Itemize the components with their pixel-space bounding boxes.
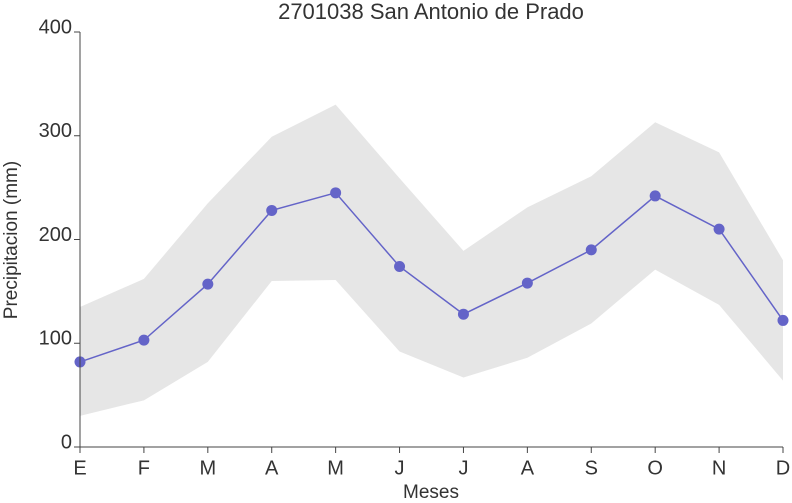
y-tick-label: 0: [61, 431, 72, 453]
line: [79, 191, 784, 363]
x-tick-label: J: [458, 457, 468, 479]
x-axis-label: Meses: [403, 482, 459, 503]
x-tick-label: S: [585, 457, 598, 479]
point: [394, 260, 406, 272]
point: [521, 277, 533, 289]
y-tick-label: 200: [39, 224, 72, 246]
y-tick-label: 400: [39, 16, 72, 38]
x-tick-label: F: [138, 457, 150, 479]
point: [777, 314, 789, 326]
point: [713, 223, 725, 235]
point: [585, 244, 597, 256]
x-tick-label: D: [776, 457, 790, 479]
x-tick-label: A: [521, 457, 535, 479]
band: [80, 104, 783, 416]
x-tick-label: E: [73, 457, 86, 479]
point: [138, 334, 150, 346]
x-tick-label: O: [647, 457, 663, 479]
x-tick-label: N: [712, 457, 726, 479]
y-tick-label: 100: [39, 328, 72, 350]
x-tick-label: A: [265, 457, 279, 479]
point: [457, 308, 469, 320]
point: [202, 278, 214, 290]
x-tick-label: M: [199, 457, 216, 479]
point: [330, 187, 342, 199]
x-tick-label: M: [327, 457, 344, 479]
chart-title: 2701038 San Antonio de Prado: [278, 0, 584, 24]
point: [649, 190, 661, 202]
y-axis-label: Precipitacion (mm): [1, 161, 22, 319]
x-tick-label: J: [395, 457, 405, 479]
point: [266, 204, 278, 216]
y-tick-label: 300: [39, 120, 72, 142]
